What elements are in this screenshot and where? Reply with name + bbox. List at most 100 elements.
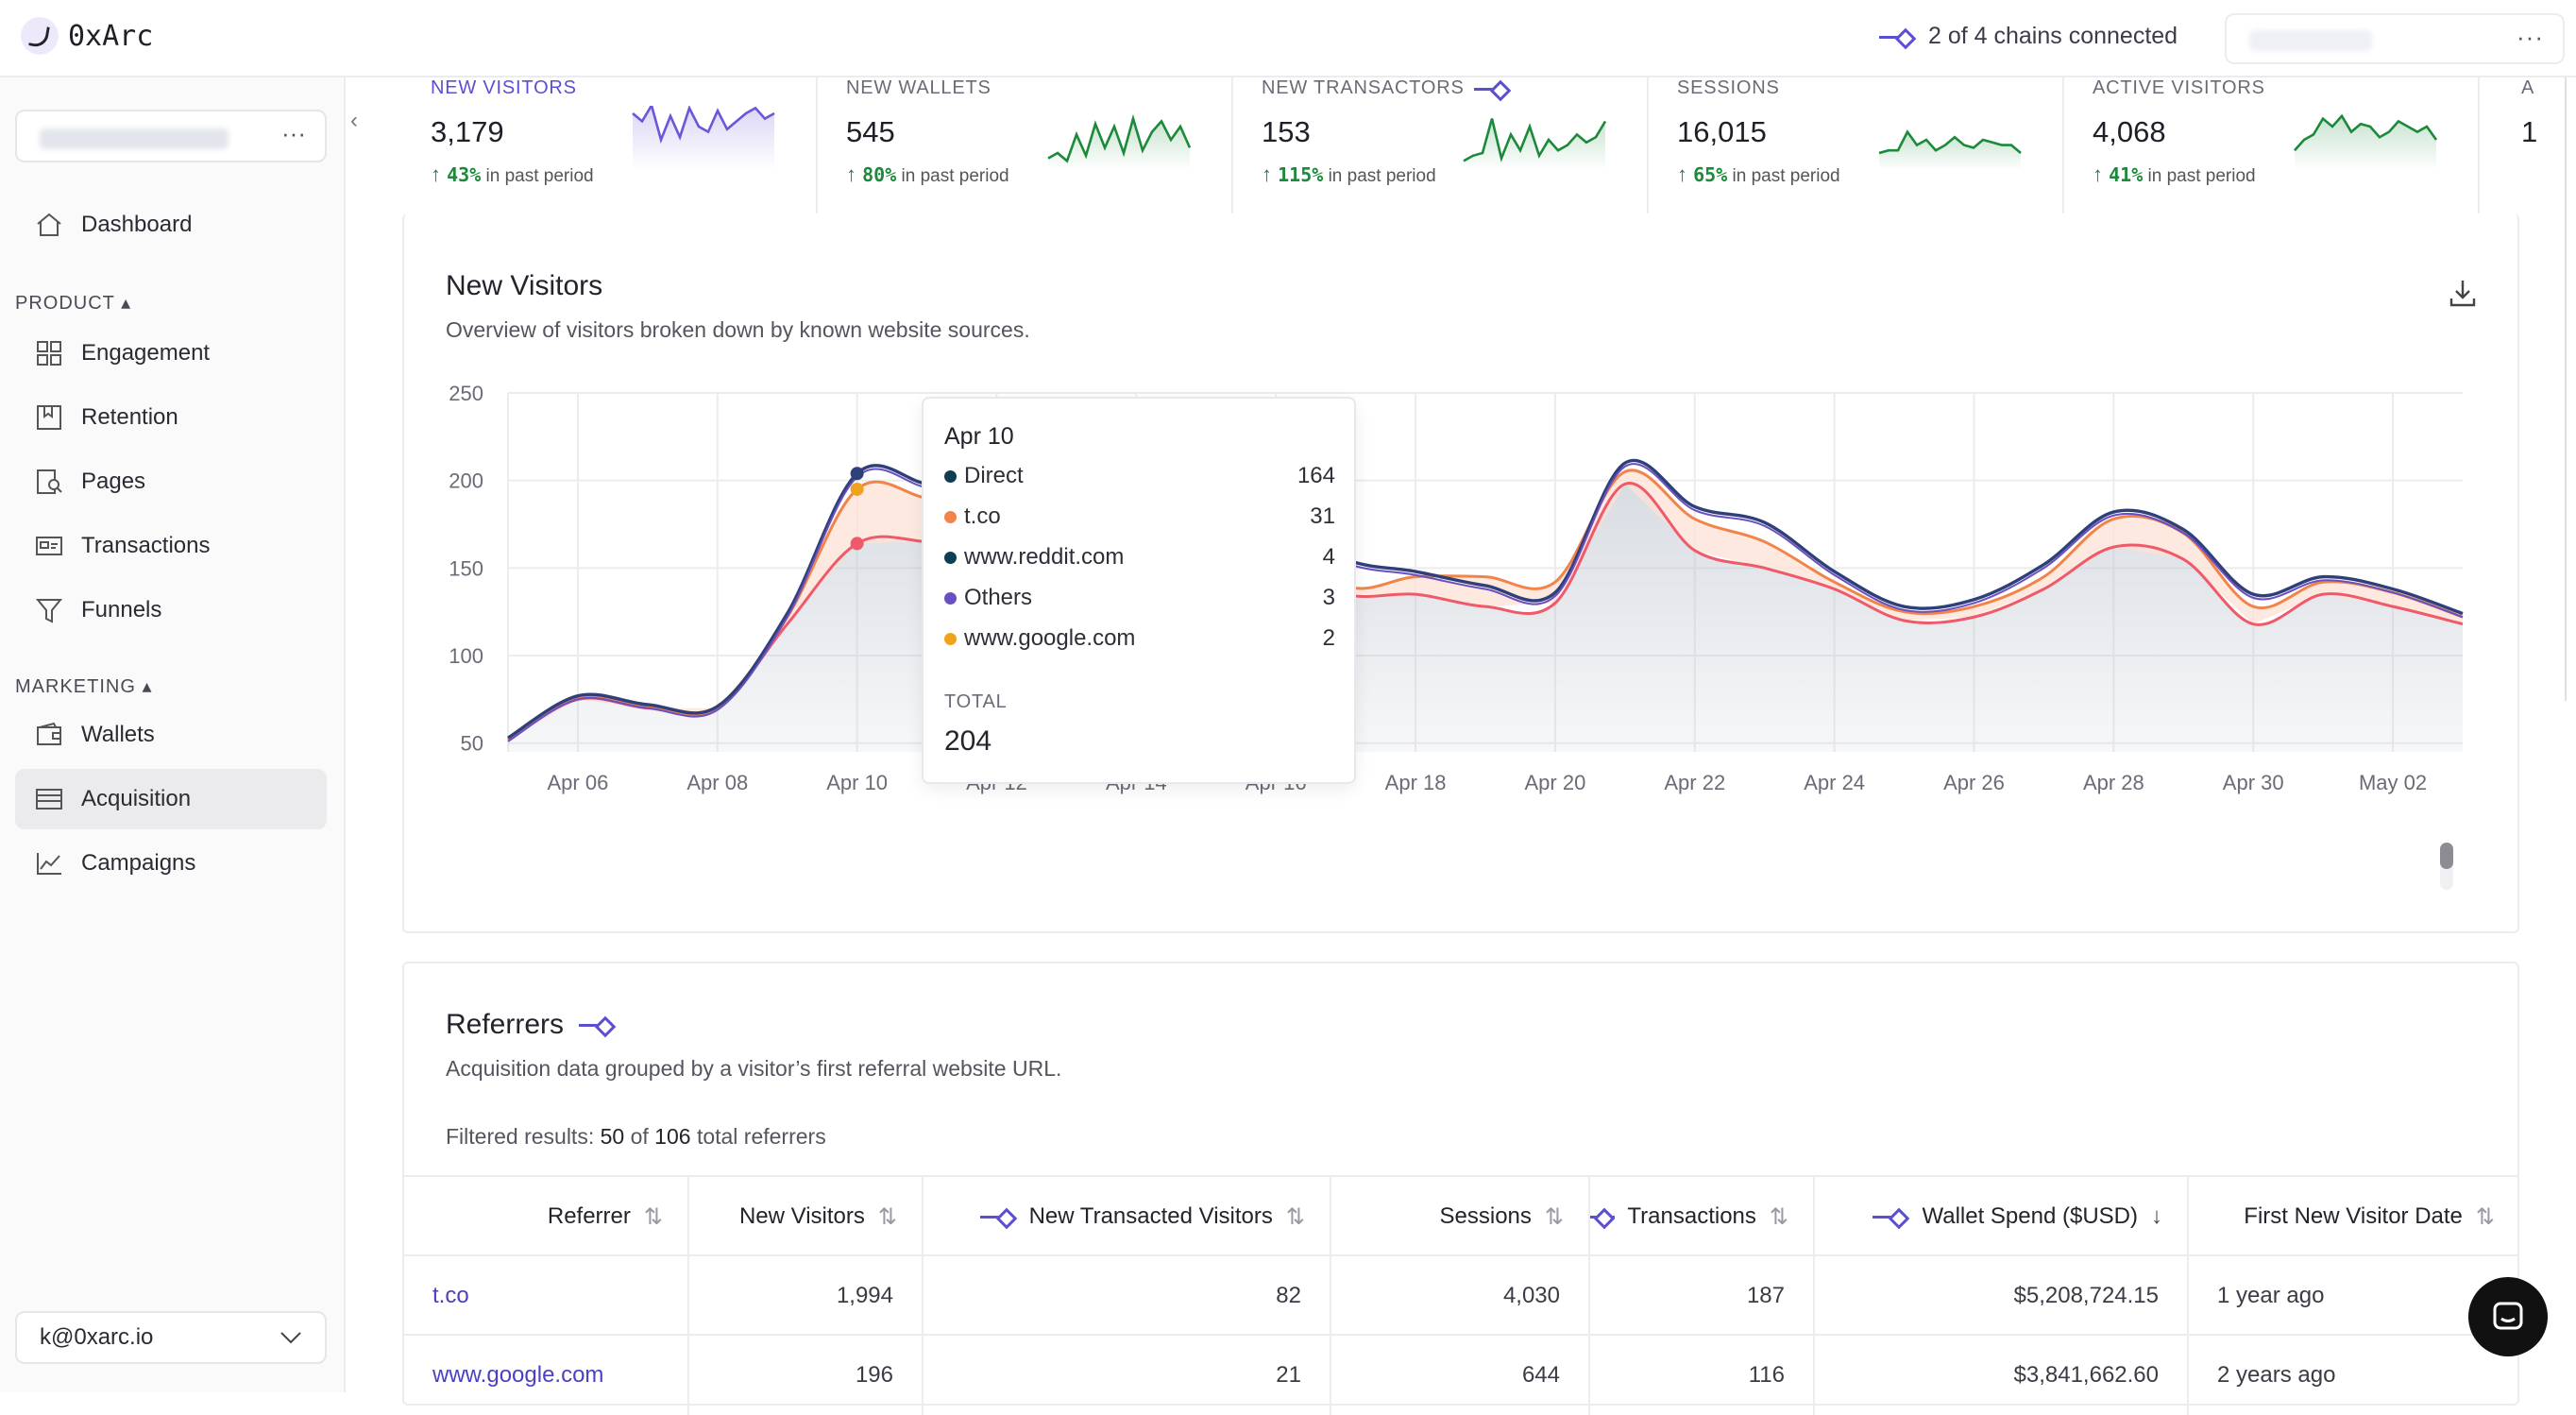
- sparkline-line: [2294, 113, 2438, 152]
- project-selector[interactable]: ···: [2225, 13, 2565, 64]
- tooltip-marker: [944, 551, 957, 564]
- tooltip-marker: [944, 632, 957, 645]
- sidebar-item-funnels[interactable]: Funnels: [15, 580, 327, 640]
- more-options-button[interactable]: ···: [2517, 23, 2544, 51]
- sidebar-item-wallets[interactable]: Wallets: [15, 705, 327, 765]
- chat-button[interactable]: [2468, 1277, 2548, 1356]
- column-header[interactable]: New Transacted Visitors ⇅: [924, 1177, 1331, 1256]
- metric-change-value: 80%: [862, 163, 897, 186]
- metric-label-text: NEW VISITORS: [431, 77, 577, 98]
- sidebar: ··· Dashboard PRODUCT ▴ Engagement Reten…: [0, 77, 346, 1392]
- panel-title: Referrers: [446, 1009, 565, 1040]
- metric-change: ↑ 43% in past period: [431, 162, 594, 187]
- x-tick-label: Apr 30: [2223, 771, 2284, 794]
- user-menu[interactable]: k@0xarc.io: [15, 1311, 327, 1364]
- sparkline-area: [2295, 115, 2436, 170]
- sidebar-item-label: Acquisition: [81, 786, 192, 811]
- workspace-selector[interactable]: ···: [15, 110, 327, 162]
- sort-icon[interactable]: ⇅: [1285, 1203, 1305, 1230]
- metric-change-suffix: in past period: [485, 166, 594, 186]
- tooltip-row: www.reddit.com 4: [944, 544, 1335, 571]
- chains-status[interactable]: 2 of 4 chains connected: [1879, 23, 2178, 50]
- arrow-up-icon: ↑: [1677, 162, 1694, 186]
- card-icon: [34, 532, 64, 560]
- app-logo[interactable]: 0xArc: [21, 17, 153, 55]
- column-header[interactable]: Transactions ⇅: [1590, 1177, 1815, 1256]
- section-marketing[interactable]: MARKETING ▴: [15, 676, 153, 697]
- metric-value: 4,068: [2093, 115, 2166, 148]
- sort-icon[interactable]: ⇅: [643, 1203, 663, 1230]
- tooltip-row-label: Direct: [964, 463, 1024, 488]
- x-tick-label: Apr 28: [2083, 771, 2144, 794]
- sort-icon[interactable]: ⇅: [2475, 1203, 2495, 1230]
- grid-icon: [34, 339, 64, 367]
- sort-icon[interactable]: ⇅: [877, 1203, 897, 1230]
- y-tick-label: 250: [449, 384, 483, 405]
- metric-change-value: 65%: [1693, 163, 1728, 186]
- y-tick-label: 100: [449, 644, 483, 668]
- tooltip-row-label: t.co: [964, 503, 1001, 529]
- table-cell: $5,208,724.15: [1815, 1256, 2189, 1336]
- sidebar-item-dashboard[interactable]: Dashboard: [15, 195, 327, 255]
- metric-card-1[interactable]: NEW WALLETS 545 ↑ 80% in past period: [818, 77, 1233, 215]
- metric-card-0[interactable]: NEW VISITORS 3,179 ↑ 43% in past period: [402, 77, 818, 215]
- sort-icon[interactable]: ⇅: [1544, 1203, 1564, 1230]
- column-header[interactable]: Referrer ⇅: [404, 1177, 689, 1256]
- metric-card-4[interactable]: ACTIVE VISITORS 4,068 ↑ 41% in past period: [2064, 77, 2480, 215]
- tooltip-row-name: www.google.com: [944, 625, 1135, 652]
- page-search-icon: [34, 468, 64, 496]
- table-cell: 187: [1590, 1256, 1815, 1336]
- tooltip-row-name: www.reddit.com: [944, 544, 1124, 571]
- section-product[interactable]: PRODUCT ▴: [15, 293, 132, 314]
- metric-value: 3,179: [431, 115, 504, 148]
- sidebar-item-acquisition[interactable]: Acquisition: [15, 769, 327, 829]
- filtered-results: Filtered results: 50 of 106 total referr…: [446, 1124, 826, 1150]
- metric-label: ACTIVE VISITORS: [2093, 77, 2265, 99]
- page-scrollbar[interactable]: [2565, 77, 2574, 701]
- metric-card-partial[interactable]: A 1: [2504, 77, 2576, 215]
- tooltip-row-value: 4: [1322, 544, 1335, 570]
- metric-value: 16,015: [1677, 115, 1767, 148]
- hover-point: [850, 482, 864, 496]
- sidebar-item-campaigns[interactable]: Campaigns: [15, 833, 327, 894]
- sidebar-item-pages[interactable]: Pages: [15, 452, 327, 512]
- table-cell: $3,841,662.60: [1815, 1336, 2189, 1415]
- column-header-label: Referrer: [547, 1203, 631, 1229]
- metric-card-3[interactable]: SESSIONS 16,015 ↑ 65% in past period: [1649, 77, 2064, 215]
- tooltip-row-name: t.co: [944, 503, 1001, 530]
- metric-label-text: NEW TRANSACTORS: [1262, 77, 1465, 98]
- sparkline-area: [633, 106, 774, 170]
- sidebar-item-transactions[interactable]: Transactions: [15, 516, 327, 576]
- sort-desc-icon[interactable]: ↓: [2151, 1203, 2162, 1229]
- legend-scrollbar[interactable]: [2440, 843, 2453, 890]
- referrer-link[interactable]: t.co: [404, 1256, 689, 1336]
- column-header[interactable]: New Visitors ⇅: [689, 1177, 924, 1256]
- acquisition-icon: [34, 785, 64, 813]
- x-tick-label: May 02: [2359, 771, 2427, 794]
- column-header[interactable]: First New Visitor Date ⇅: [2189, 1177, 2519, 1256]
- table-row[interactable]: www.google.com 196 21 644 116 $3,841,662.60 2 …: [404, 1334, 2519, 1415]
- sparkline: [2294, 113, 2438, 170]
- column-header[interactable]: Wallet Spend ($USD) ↓: [1815, 1177, 2189, 1256]
- table-cell: 1,994: [689, 1256, 924, 1336]
- tooltip-row-label: Others: [964, 585, 1033, 610]
- sidebar-item-label: Transactions: [81, 533, 211, 558]
- chain-link-icon: [1590, 1207, 1616, 1226]
- sidebar-item-retention[interactable]: Retention: [15, 387, 327, 448]
- tooltip-total-label: TOTAL: [944, 691, 1008, 712]
- tooltip-row-name: Others: [944, 585, 1032, 611]
- table-row[interactable]: t.co 1,994 82 4,030 187 $5,208,724.15 1 year a…: [404, 1254, 2519, 1336]
- workspace-more-button[interactable]: ···: [281, 119, 306, 147]
- metric-card-2[interactable]: NEW TRANSACTORS 153 ↑ 115% in past period: [1233, 77, 1649, 215]
- column-header-label: First New Visitor Date: [2244, 1203, 2463, 1229]
- sidebar-item-engagement[interactable]: Engagement: [15, 323, 327, 384]
- column-header[interactable]: Sessions ⇅: [1331, 1177, 1590, 1256]
- referrer-link[interactable]: www.google.com: [404, 1336, 689, 1415]
- metric-label-text: NEW WALLETS: [846, 77, 991, 98]
- sparkline-line: [1878, 129, 2022, 155]
- download-icon[interactable]: [2446, 276, 2480, 310]
- sort-icon[interactable]: ⇅: [1769, 1203, 1788, 1230]
- chain-link-icon: [1879, 27, 1915, 46]
- collapse-sidebar-button[interactable]: ‹: [350, 108, 358, 133]
- x-tick-label: Apr 26: [1943, 771, 2005, 794]
